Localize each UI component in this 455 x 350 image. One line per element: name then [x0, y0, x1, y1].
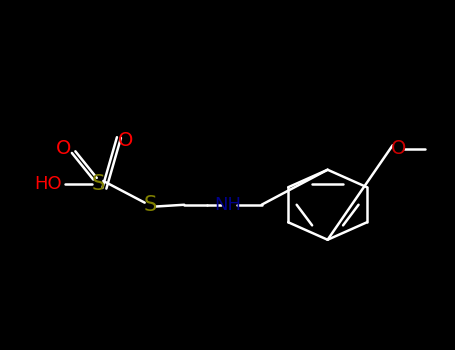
- Text: HO: HO: [34, 175, 61, 193]
- Text: S: S: [91, 174, 105, 194]
- Text: O: O: [390, 139, 406, 158]
- Text: O: O: [56, 139, 71, 158]
- Text: O: O: [117, 131, 133, 149]
- Text: S: S: [143, 195, 157, 215]
- Text: NH: NH: [214, 196, 241, 214]
